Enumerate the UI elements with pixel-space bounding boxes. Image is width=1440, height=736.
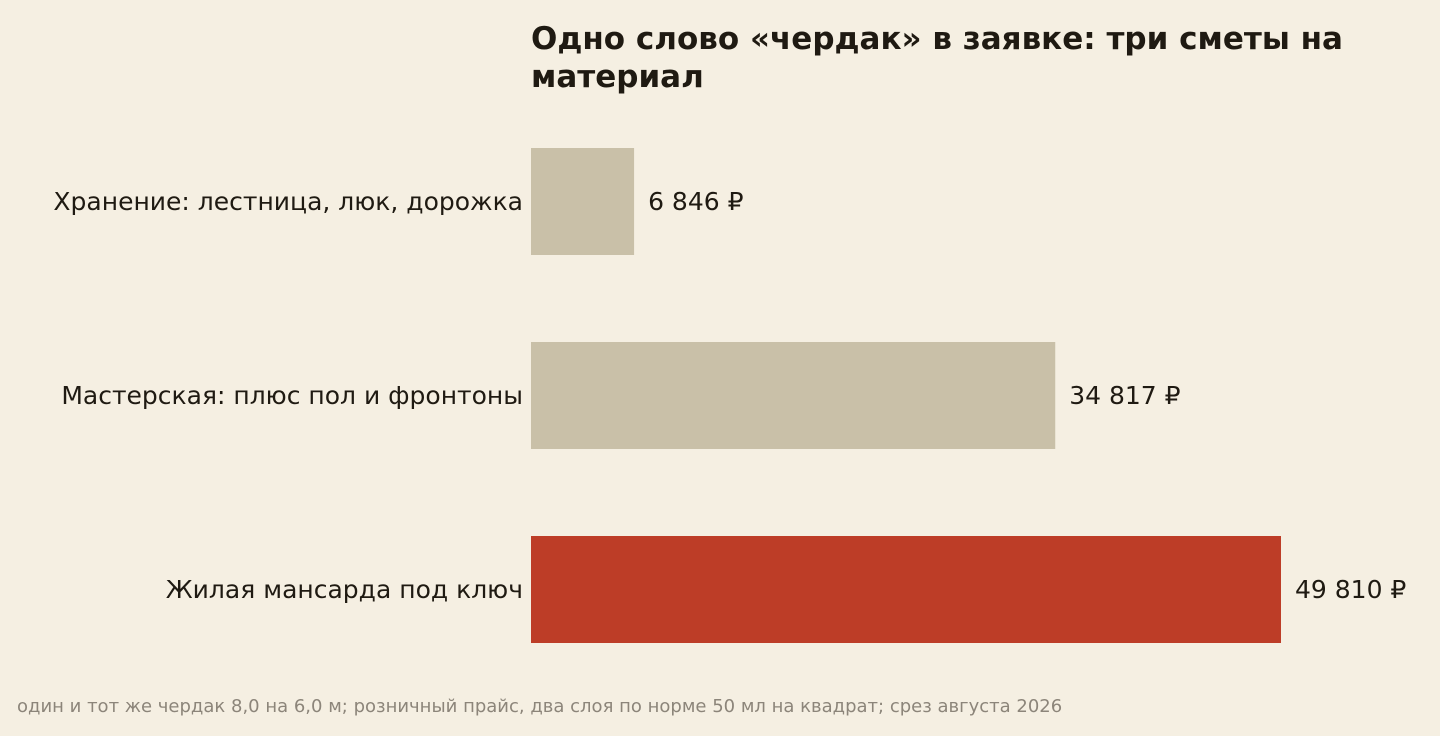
value-label: 34 817 ₽	[1069, 381, 1180, 410]
chart-footnote: один и тот же чердак 8,0 на 6,0 м; розни…	[17, 696, 1063, 717]
category-label: Мастерская: плюс пол и фронтоны	[61, 381, 523, 410]
chart-title: Одно слово «чердак» в заявке: три сметы …	[531, 21, 1343, 95]
value-label: 6 846 ₽	[648, 187, 744, 216]
category-label: Хранение: лестница, люк, дорожка	[53, 187, 523, 216]
bar	[531, 342, 1056, 449]
bar-highlight	[531, 536, 1281, 643]
bar	[531, 148, 635, 255]
value-label: 49 810 ₽	[1295, 575, 1406, 604]
category-label: Жилая мансарда под ключ	[166, 575, 523, 604]
